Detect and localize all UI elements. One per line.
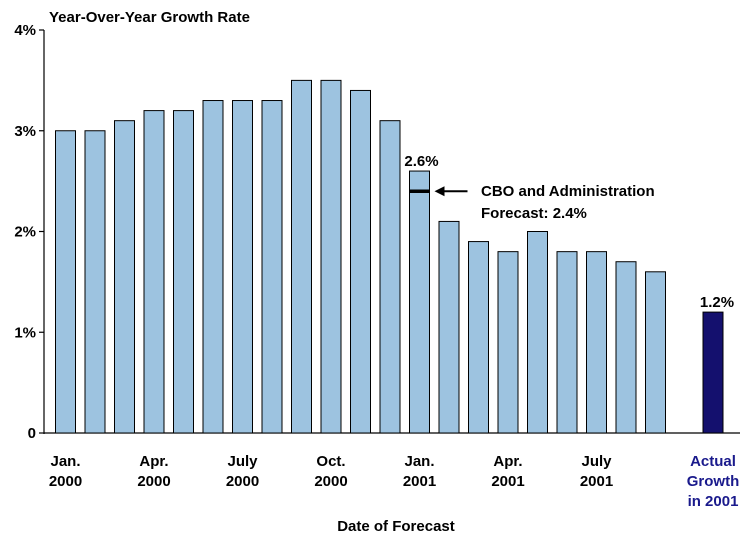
x-axis-title: Date of Forecast xyxy=(337,518,455,535)
forecast-annotation: Forecast: 2.4% xyxy=(481,205,587,222)
x-tick-label: Apr. xyxy=(139,453,168,470)
forecast-bar xyxy=(645,271,666,434)
forecast-bar xyxy=(438,220,460,434)
forecast-bar xyxy=(202,100,224,434)
arrow-head xyxy=(434,186,445,197)
x-tick-label: Oct. xyxy=(316,453,345,470)
bar-series xyxy=(55,79,724,434)
x-tick-label: July xyxy=(227,453,258,470)
forecast-bar xyxy=(55,130,76,434)
forecast-bar xyxy=(84,130,106,434)
x-tick-label: 2001 xyxy=(580,473,613,490)
forecast-bar xyxy=(320,79,342,434)
forecast-bar xyxy=(527,231,548,434)
y-tick-label: 4% xyxy=(14,22,36,39)
data-label: 1.2% xyxy=(700,294,734,311)
x-axis-labels: Jan. 2000 Apr. 2000 July 2000 Oct. 2000 Jan. 2001… xyxy=(49,453,739,510)
forecast-bar xyxy=(556,251,578,434)
forecast-bar xyxy=(615,261,637,434)
forecast-bar xyxy=(586,251,607,434)
forecast-bar xyxy=(379,120,401,434)
forecast-bar xyxy=(261,100,283,434)
x-tick-label: 2000 xyxy=(137,473,170,490)
x-tick-label: 2000 xyxy=(49,473,82,490)
actual-growth-label: Actual xyxy=(690,453,736,470)
actual-growth-label: Growth xyxy=(687,473,740,490)
forecast-bar xyxy=(232,100,253,434)
forecast-bar xyxy=(114,120,135,434)
y-tick-label: 0 xyxy=(28,425,36,442)
forecast-bar xyxy=(497,251,519,434)
x-tick-label: Apr. xyxy=(493,453,522,470)
y-tick-label: 2% xyxy=(14,224,36,241)
forecast-bar xyxy=(409,170,430,434)
actual-growth-bar xyxy=(702,311,724,434)
forecast-bar xyxy=(173,110,194,434)
x-tick-label: Jan. xyxy=(50,453,80,470)
forecast-bar xyxy=(143,110,165,434)
forecast-bar xyxy=(468,241,489,434)
forecast-annotation: CBO and Administration xyxy=(481,183,655,200)
forecast-bar xyxy=(291,79,312,434)
x-tick-label: 2001 xyxy=(491,473,524,490)
y-tick-label: 3% xyxy=(14,123,36,140)
annotations: 2.6% 1.2% CBO and Administration Forecast: … xyxy=(404,153,734,311)
x-tick-label: Jan. xyxy=(404,453,434,470)
actual-growth-label: in 2001 xyxy=(688,493,739,510)
x-tick-label: July xyxy=(581,453,612,470)
chart-title: Year-Over-Year Growth Rate xyxy=(49,9,250,26)
data-label: 2.6% xyxy=(404,153,438,170)
forecast-bar xyxy=(350,89,371,434)
x-tick-label: 2000 xyxy=(314,473,347,490)
x-tick-label: 2000 xyxy=(226,473,259,490)
x-tick-label: 2001 xyxy=(403,473,436,490)
y-tick-label: 1% xyxy=(14,324,36,341)
